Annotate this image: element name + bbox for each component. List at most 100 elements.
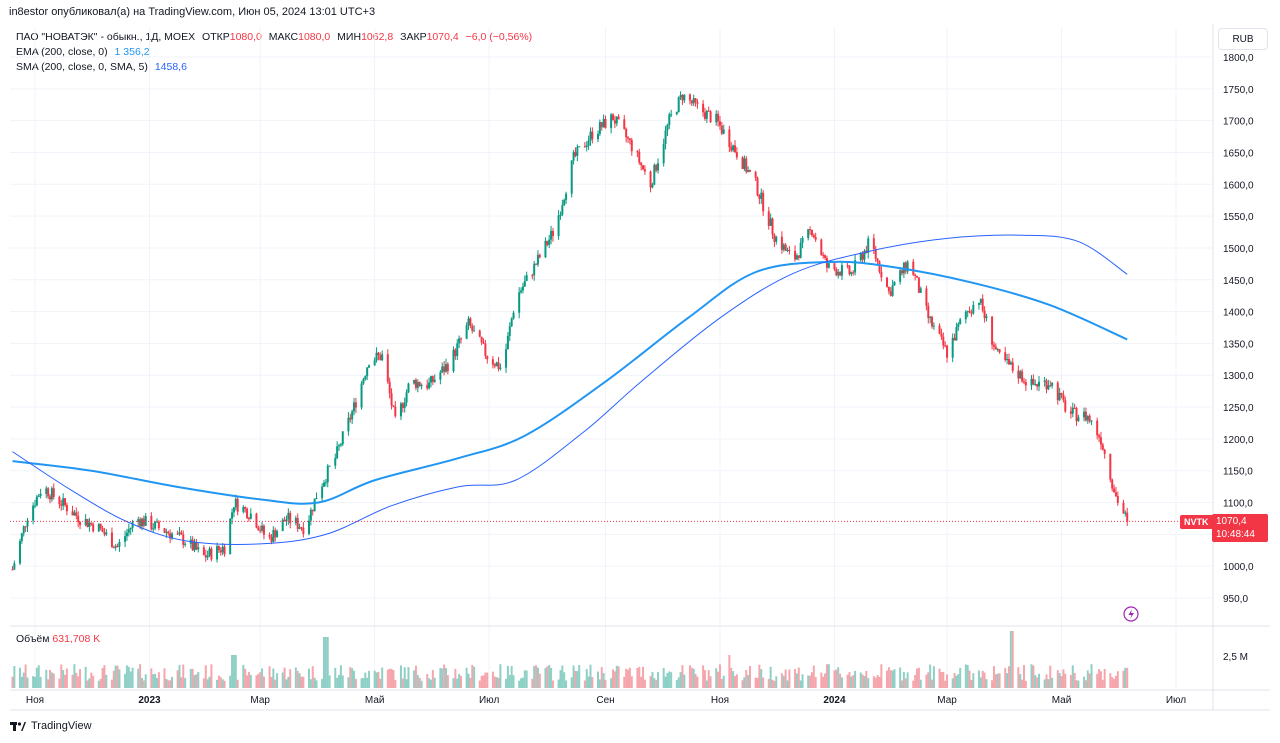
candle-body: [86, 519, 89, 527]
candle-body: [1069, 411, 1072, 414]
candle-body: [1051, 382, 1054, 386]
candle-body: [336, 446, 339, 458]
candle-body: [1109, 453, 1112, 480]
candle-body: [625, 128, 628, 138]
volume-bar: [493, 676, 496, 688]
candle-body: [246, 508, 249, 519]
candle-body: [981, 298, 984, 311]
volume-bar: [583, 680, 586, 688]
volume-bar: [32, 676, 35, 688]
volume-bar: [627, 669, 630, 688]
candle-body: [99, 523, 102, 529]
candle-body: [653, 164, 656, 185]
candle-body: [92, 524, 95, 532]
candle-body: [180, 532, 183, 535]
candle-body: [531, 275, 534, 277]
candle-body: [22, 526, 25, 534]
volume-bar: [37, 665, 40, 688]
candle-body: [268, 534, 271, 537]
candle-body: [210, 548, 213, 560]
volume-bar: [615, 665, 618, 688]
volume-bar: [872, 676, 875, 688]
candle-body: [572, 152, 575, 161]
volume-bar: [630, 676, 633, 688]
volume-bar: [208, 676, 211, 688]
candle-body: [585, 145, 588, 148]
volume-bar: [139, 664, 142, 688]
volume-bar: [262, 676, 265, 688]
volume-bar: [525, 670, 528, 688]
candle-body: [968, 311, 971, 313]
volume-bar: [206, 679, 209, 688]
volume-bar: [163, 668, 166, 688]
volume-bar: [572, 665, 575, 688]
volume-bar: [399, 665, 402, 688]
volume-bar: [666, 672, 669, 688]
volume-bar: [1051, 677, 1054, 688]
candle-body: [904, 262, 907, 272]
ticker-tag: NVTK: [1180, 515, 1213, 529]
candle-body: [756, 177, 759, 196]
volume-bar: [683, 674, 686, 688]
axes: 1800,0 1750,0 1700,0 1650,0 1600,0 1550,0 1500…: [10, 24, 1270, 711]
currency-button[interactable]: RUB: [1218, 28, 1268, 50]
candle-body: [848, 265, 851, 275]
candle-body: [491, 359, 494, 365]
volume-bar: [983, 672, 986, 688]
candle-body: [887, 286, 890, 292]
symbol-title[interactable]: ПАО "НОВАТЭК" - обыкн., 1Д, MOEX: [16, 31, 196, 43]
volume-bar: [401, 678, 404, 688]
volume-bar: [413, 670, 416, 688]
candle-body: [1088, 415, 1091, 422]
volume-bar: [795, 673, 798, 688]
high-value: 1080,0: [298, 31, 331, 43]
candle-body: [649, 171, 652, 188]
candle-body: [912, 261, 915, 275]
ema-row[interactable]: EMA (200, close, 0) 1 356,2: [16, 45, 536, 60]
volume-bar: [1098, 669, 1101, 688]
candle-body: [373, 360, 376, 366]
volume-bar: [364, 672, 367, 688]
volume-bar: [18, 667, 21, 688]
candle-body: [497, 362, 500, 369]
candle-body: [165, 531, 168, 533]
sma-label: SMA (200, close, 0, SMA, 5): [16, 61, 148, 73]
volume-bar: [664, 676, 667, 688]
sma-row[interactable]: SMA (200, close, 0, SMA, 5) 1458,6: [16, 60, 536, 75]
candle-body: [598, 122, 601, 134]
candle-body: [294, 518, 297, 524]
candle-body: [24, 526, 27, 528]
candle-body: [929, 316, 932, 319]
volume-bar: [307, 668, 310, 688]
candle-body: [679, 95, 682, 98]
candle-body: [801, 237, 804, 243]
volume-bar: [62, 670, 65, 688]
candle-body: [219, 550, 222, 553]
volume-bar: [191, 668, 194, 688]
volume-bar: [204, 665, 207, 688]
candle-body: [77, 515, 80, 523]
candle-body: [642, 165, 645, 170]
candle-body: [390, 393, 393, 406]
candle-body: [1009, 362, 1012, 365]
volume-bar: [850, 676, 853, 688]
volume-bar: [653, 678, 656, 688]
volume-bar: [131, 667, 134, 688]
volume-bar: [1096, 673, 1099, 688]
volume-bar: [375, 672, 378, 688]
volume-bar: [392, 670, 395, 688]
candle-body: [705, 110, 708, 119]
candle-body: [73, 512, 76, 516]
candle-body: [717, 113, 720, 122]
volume-bar: [977, 670, 980, 688]
candle-body: [50, 488, 53, 500]
candle-body: [675, 112, 678, 115]
candle-body: [638, 151, 641, 163]
candle-body: [62, 498, 65, 506]
candle-body: [399, 403, 402, 417]
volume-bar: [35, 667, 38, 688]
candle-body: [694, 98, 697, 103]
candle-body: [955, 327, 958, 341]
candle-body: [839, 271, 842, 276]
